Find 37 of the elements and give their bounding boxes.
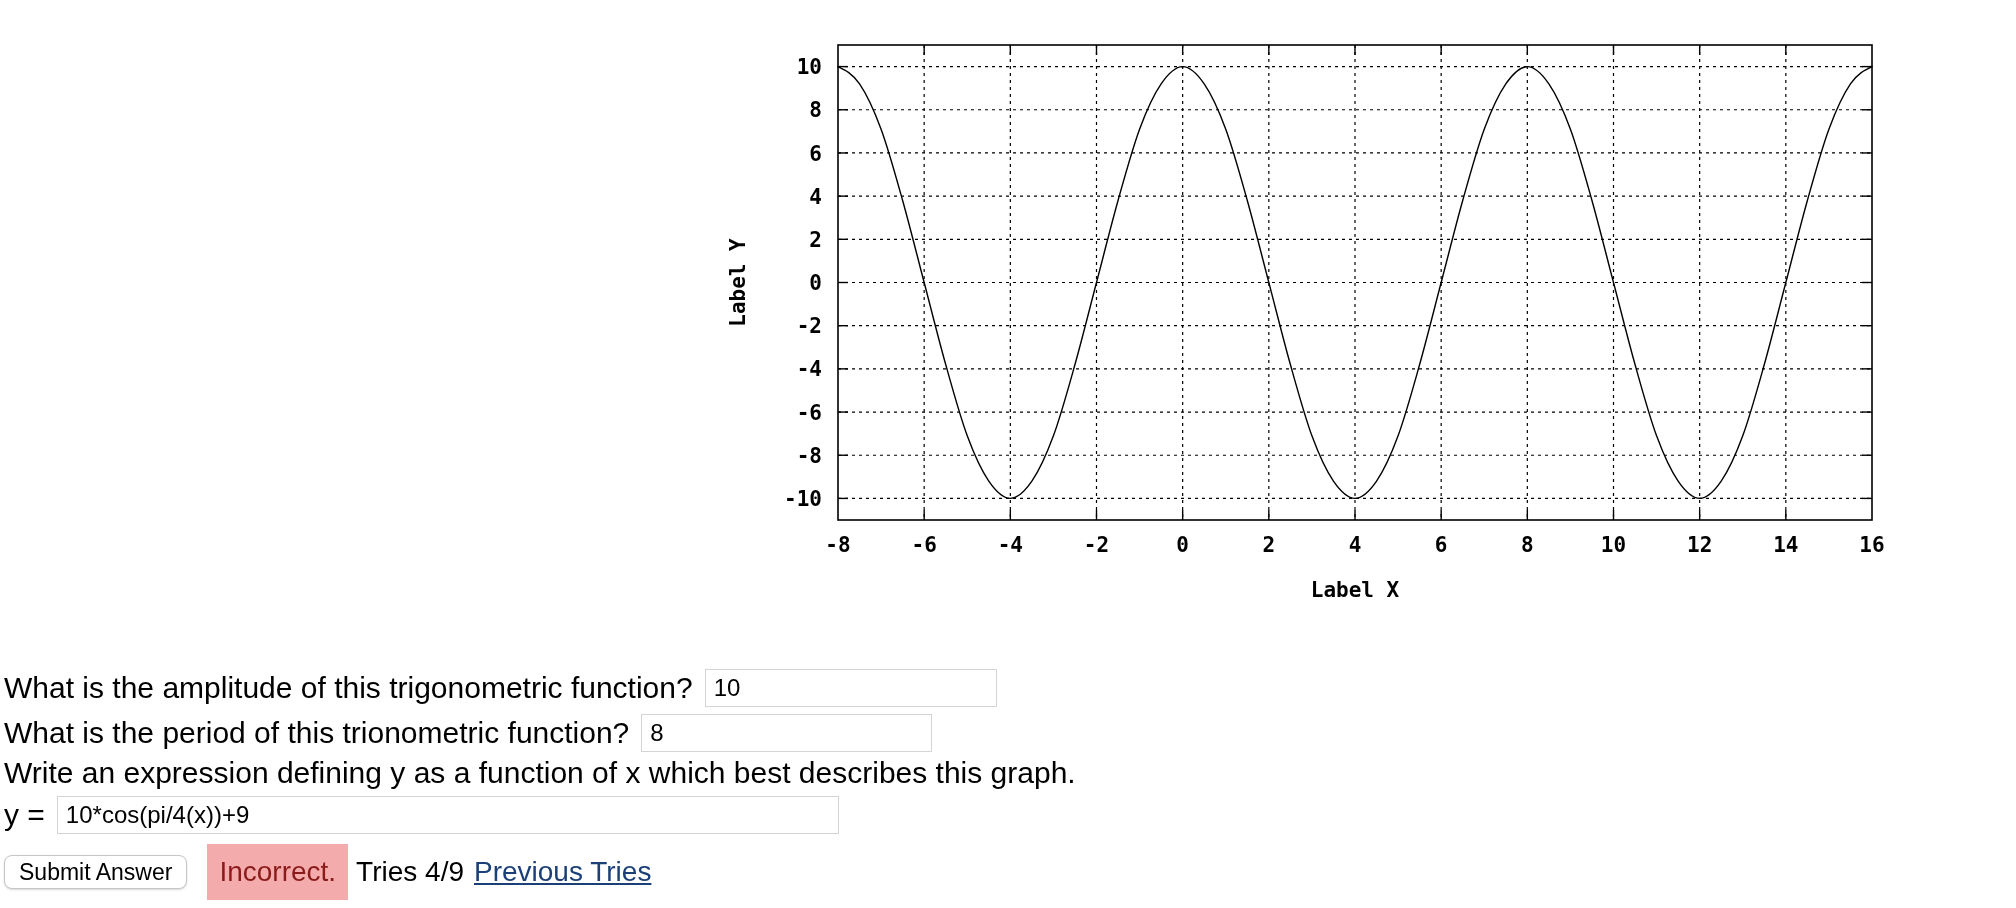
y-axis-title: Label Y — [726, 237, 750, 327]
x-tick-label: 0 — [1176, 533, 1189, 557]
x-tick-label: 10 — [1600, 533, 1627, 557]
text: y = — [4, 798, 45, 832]
text-field: 10*cos(pi/4(x))+9 — [56, 796, 839, 834]
x-tick-label: -6 — [911, 533, 937, 557]
x-tick-label: 12 — [1687, 533, 1713, 557]
y-tick-label: 0 — [809, 271, 822, 296]
x-axis-title: Label X — [1310, 578, 1400, 602]
text: Tries 4/9 — [356, 856, 464, 888]
x-tick-label: 14 — [1773, 533, 1799, 557]
text: What is the period of this trionometric function? — [4, 716, 630, 750]
text-field: 8 — [641, 714, 933, 752]
x-tick-label: 8 — [1521, 533, 1534, 557]
text-field: 10 — [704, 669, 997, 707]
y-tick-label: 8 — [809, 98, 822, 123]
y-tick-label: -8 — [796, 443, 822, 468]
x-tick-label: -4 — [997, 533, 1023, 557]
y-tick-label: 6 — [809, 141, 822, 166]
x-tick-label: 6 — [1434, 533, 1448, 557]
x-tick-label: -8 — [825, 533, 851, 557]
y-tick-label: 2 — [809, 227, 822, 252]
text: Previous Tries — [474, 856, 652, 888]
text: What is the amplitude of this trigonometric function? — [4, 671, 693, 705]
y-tick-label: 10 — [796, 55, 822, 80]
x-tick-label: -2 — [1083, 533, 1110, 557]
y-tick-label: -2 — [796, 314, 822, 339]
y-tick-label: -6 — [796, 400, 822, 425]
y-tick-label: -10 — [784, 486, 822, 511]
status-badge: Incorrect. — [207, 844, 349, 900]
x-tick-label: 2 — [1262, 533, 1276, 557]
button: Submit Answer — [4, 855, 188, 889]
x-tick-label: 16 — [1859, 533, 1885, 557]
text: Write an expression defining y as a function of x which best describes this graph. — [4, 756, 1076, 790]
y-tick-label: -4 — [796, 357, 822, 382]
x-tick-label: 4 — [1348, 533, 1362, 557]
y-tick-label: 4 — [809, 184, 822, 209]
